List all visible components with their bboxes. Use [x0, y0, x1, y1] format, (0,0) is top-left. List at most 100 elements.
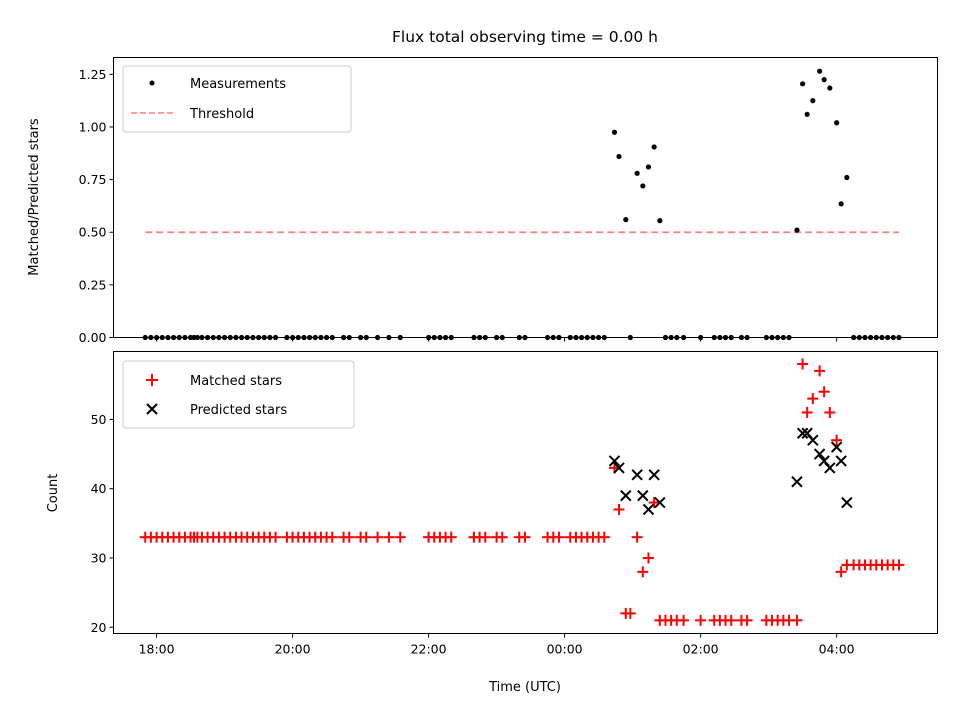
legend-measurements-label: Measurements [190, 77, 286, 92]
matched-star-point [360, 531, 372, 543]
matched-stars-points [139, 358, 905, 626]
top-ytick-label: 0.25 [79, 277, 107, 292]
matched-star-point [801, 406, 813, 418]
predicted-star-point [608, 455, 621, 467]
bottom-legend-box [122, 360, 355, 429]
bottom-ytick-label: 40 [91, 481, 107, 496]
bottom-xtick-label: 22:00 [411, 642, 447, 657]
chart-title: Flux total observing time = 0.00 h [392, 28, 658, 46]
predicted-star-point [813, 448, 826, 460]
matched-star-point [326, 531, 338, 543]
top-legend-box [122, 65, 352, 133]
measurement-point [838, 201, 844, 207]
predicted-star-point [841, 496, 853, 509]
matched-star-point [496, 531, 508, 543]
bottom-y-axis-label: Count [46, 474, 61, 513]
measurement-point [634, 170, 640, 176]
top-ytick-label: 0.00 [79, 330, 107, 345]
matched-star-point [270, 531, 282, 543]
matched-star-point [637, 566, 649, 578]
measurement-point [834, 120, 840, 126]
matched-star-point [814, 365, 826, 377]
measurement-point [821, 77, 827, 83]
top-ytick-label: 0.75 [79, 172, 107, 187]
bottom-ytick-label: 50 [91, 412, 107, 427]
matched-star-point [598, 531, 610, 543]
matched-star-point [479, 531, 491, 543]
bottom-y-ticks: 20 30 40 50 [91, 412, 114, 635]
matched-star-point [553, 531, 565, 543]
bottom-ytick-label: 20 [91, 620, 107, 635]
predicted-star-point [613, 462, 625, 474]
bottom-x-ticks: 18:00 20:00 22:00 00:00 02:00 04:00 [139, 633, 855, 657]
measurement-point [810, 98, 816, 104]
bottom-xtick-label: 04:00 [819, 642, 855, 657]
predicted-star-point [654, 496, 666, 509]
matched-star-point [383, 531, 395, 543]
matched-star-point [678, 614, 690, 626]
predicted-star-point [637, 489, 649, 502]
measurement-point [800, 81, 806, 87]
matched-star-point [519, 531, 531, 543]
legend-x-marker [146, 403, 158, 415]
matched-star-point [835, 566, 847, 578]
matched-star-point [831, 434, 843, 446]
legend-matched-label: Matched stars [190, 374, 282, 389]
matched-star-point [631, 531, 643, 543]
predicted-star-point [824, 462, 836, 474]
matched-star-point [741, 614, 753, 626]
matched-star-point [695, 614, 707, 626]
predicted-star-point [642, 503, 655, 516]
matched-star-point [797, 358, 809, 370]
measurement-point [817, 68, 823, 74]
top-ytick-label: 1.00 [79, 119, 107, 134]
matched-star-point [372, 531, 384, 543]
bottom-xtick-label: 18:00 [139, 642, 175, 657]
top-axes-frame [113, 57, 938, 338]
measurement-point [794, 227, 800, 233]
matched-star-point [648, 497, 660, 509]
top-panel: 0.00 0.25 0.50 0.75 1.00 1.25 Matched/Predict… [27, 57, 938, 345]
measurement-point [611, 129, 618, 135]
top-measurement-points [142, 68, 902, 341]
matched-star-point [445, 531, 457, 543]
measurement-point [804, 111, 810, 117]
top-y-ticks: 0.00 0.25 0.50 0.75 1.00 1.25 [79, 67, 114, 345]
matched-star-point [824, 406, 836, 418]
matched-star-point [818, 386, 830, 398]
bottom-xtick-label: 02:00 [683, 642, 719, 657]
predicted-star-point [631, 469, 643, 481]
top-legend: Measurements Threshold [122, 65, 352, 133]
predicted-star-point [835, 455, 847, 467]
bottom-xtick-label: 00:00 [547, 642, 583, 657]
top-ytick-label: 1.25 [79, 67, 107, 82]
legend-predicted-label: Predicted stars [190, 403, 287, 418]
measurement-point [623, 217, 629, 223]
measurement-point [645, 164, 652, 170]
predicted-star-point [791, 476, 803, 488]
matched-star-point [642, 552, 654, 564]
matched-star-point [613, 503, 625, 515]
predicted-star-point [648, 469, 660, 481]
predicted-stars-points [608, 427, 853, 516]
legend-plus-marker [146, 374, 158, 386]
measurement-point [616, 153, 622, 160]
matched-star-point [807, 393, 819, 405]
predicted-star-point [796, 427, 809, 439]
matched-star-point [791, 614, 803, 626]
matched-star-point [343, 531, 355, 543]
measurement-point [827, 85, 833, 91]
legend-dot-marker [149, 80, 155, 86]
measurement-point [651, 144, 657, 150]
x-axis-label: Time (UTC) [488, 680, 561, 695]
bottom-xtick-label: 20:00 [275, 642, 311, 657]
top-ytick-label: 0.50 [79, 225, 107, 240]
bottom-ytick-label: 30 [91, 550, 107, 565]
top-x-ticks [156, 337, 838, 342]
measurement-point [844, 174, 850, 181]
measurement-point [640, 183, 646, 189]
predicted-star-point [830, 441, 843, 453]
matched-star-point [893, 559, 905, 571]
